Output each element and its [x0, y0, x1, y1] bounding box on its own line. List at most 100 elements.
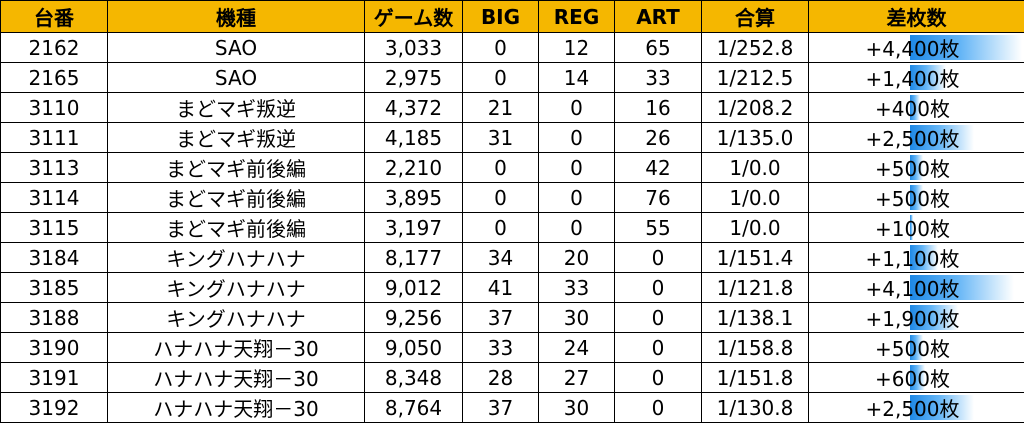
- reg-cell: 0: [539, 123, 615, 153]
- medal-difference-value: +600枚: [875, 367, 958, 391]
- total-probability-cell: 1/212.5: [702, 63, 809, 93]
- machine-number-cell: 3185: [1, 273, 108, 303]
- medal-difference-value: +1,100枚: [865, 247, 967, 271]
- model-cell: まどマギ叛逆: [108, 93, 365, 123]
- games-cell: 3,033: [365, 33, 463, 63]
- medal-difference-cell: +1,100枚: [809, 243, 1024, 273]
- medal-difference-cell: +400枚: [809, 93, 1024, 123]
- games-cell: 9,050: [365, 333, 463, 363]
- big-cell: 0: [463, 183, 539, 213]
- reg-cell: 20: [539, 243, 615, 273]
- medal-difference-value: +1,400枚: [865, 67, 967, 91]
- header-total-probability: 合算: [702, 1, 809, 33]
- machine-number-cell: 3192: [1, 393, 108, 423]
- total-probability-cell: 1/0.0: [702, 213, 809, 243]
- total-probability-cell: 1/0.0: [702, 153, 809, 183]
- total-probability-cell: 1/130.8: [702, 393, 809, 423]
- machine-number-cell: 3191: [1, 363, 108, 393]
- medal-difference-cell: +1,400枚: [809, 63, 1024, 93]
- medal-difference-cell: +500枚: [809, 183, 1024, 213]
- header-big: BIG: [463, 1, 539, 33]
- big-cell: 0: [463, 213, 539, 243]
- games-cell: 2,975: [365, 63, 463, 93]
- total-probability-cell: 1/151.4: [702, 243, 809, 273]
- reg-cell: 33: [539, 273, 615, 303]
- model-cell: SAO: [108, 33, 365, 63]
- games-cell: 9,012: [365, 273, 463, 303]
- medal-difference-value: +4,100枚: [865, 277, 967, 301]
- header-reg: REG: [539, 1, 615, 33]
- total-probability-cell: 1/151.8: [702, 363, 809, 393]
- medal-difference-cell: +100枚: [809, 213, 1024, 243]
- games-cell: 8,177: [365, 243, 463, 273]
- medal-difference-value: +1,900枚: [865, 307, 967, 331]
- model-cell: ハナハナ天翔－30: [108, 393, 365, 423]
- art-cell: 42: [615, 153, 702, 183]
- machine-number-cell: 3111: [1, 123, 108, 153]
- total-probability-cell: 1/135.0: [702, 123, 809, 153]
- medal-difference-value: +500枚: [875, 157, 958, 181]
- medal-difference-value: +4,400枚: [865, 37, 967, 61]
- machine-number-cell: 3184: [1, 243, 108, 273]
- header-art: ART: [615, 1, 702, 33]
- total-probability-cell: 1/208.2: [702, 93, 809, 123]
- reg-cell: 30: [539, 303, 615, 333]
- model-cell: まどマギ前後編: [108, 183, 365, 213]
- reg-cell: 12: [539, 33, 615, 63]
- total-probability-cell: 1/121.8: [702, 273, 809, 303]
- art-cell: 65: [615, 33, 702, 63]
- model-cell: キングハナハナ: [108, 243, 365, 273]
- machine-number-cell: 3115: [1, 213, 108, 243]
- table-header-row: 台番 機種 ゲーム数 BIG REG ART 合算 差枚数: [1, 1, 1024, 33]
- machine-number-cell: 3114: [1, 183, 108, 213]
- header-medal-difference: 差枚数: [809, 1, 1024, 33]
- games-cell: 9,256: [365, 303, 463, 333]
- art-cell: 26: [615, 123, 702, 153]
- medal-difference-cell: +1,900枚: [809, 303, 1024, 333]
- big-cell: 0: [463, 33, 539, 63]
- art-cell: 0: [615, 393, 702, 423]
- medal-difference-value: +400枚: [875, 97, 958, 121]
- total-probability-cell: 1/158.8: [702, 333, 809, 363]
- medal-difference-value: +100枚: [875, 217, 958, 241]
- reg-cell: 24: [539, 333, 615, 363]
- big-cell: 37: [463, 393, 539, 423]
- model-cell: まどマギ前後編: [108, 153, 365, 183]
- medal-difference-value: +500枚: [875, 187, 958, 211]
- big-cell: 21: [463, 93, 539, 123]
- big-cell: 33: [463, 333, 539, 363]
- big-cell: 0: [463, 63, 539, 93]
- machine-number-cell: 2165: [1, 63, 108, 93]
- reg-cell: 0: [539, 153, 615, 183]
- art-cell: 16: [615, 93, 702, 123]
- model-cell: まどマギ前後編: [108, 213, 365, 243]
- reg-cell: 0: [539, 213, 615, 243]
- medal-difference-value: +500枚: [875, 337, 958, 361]
- model-cell: キングハナハナ: [108, 303, 365, 333]
- header-machine-number: 台番: [1, 1, 108, 33]
- art-cell: 0: [615, 363, 702, 393]
- model-cell: ハナハナ天翔－30: [108, 333, 365, 363]
- art-cell: 76: [615, 183, 702, 213]
- total-probability-cell: 1/252.8: [702, 33, 809, 63]
- games-cell: 2,210: [365, 153, 463, 183]
- reg-cell: 0: [539, 93, 615, 123]
- games-cell: 3,895: [365, 183, 463, 213]
- medal-difference-cell: +4,100枚: [809, 273, 1024, 303]
- art-cell: 55: [615, 213, 702, 243]
- reg-cell: 0: [539, 183, 615, 213]
- medal-difference-cell: +500枚: [809, 153, 1024, 183]
- machine-number-cell: 3190: [1, 333, 108, 363]
